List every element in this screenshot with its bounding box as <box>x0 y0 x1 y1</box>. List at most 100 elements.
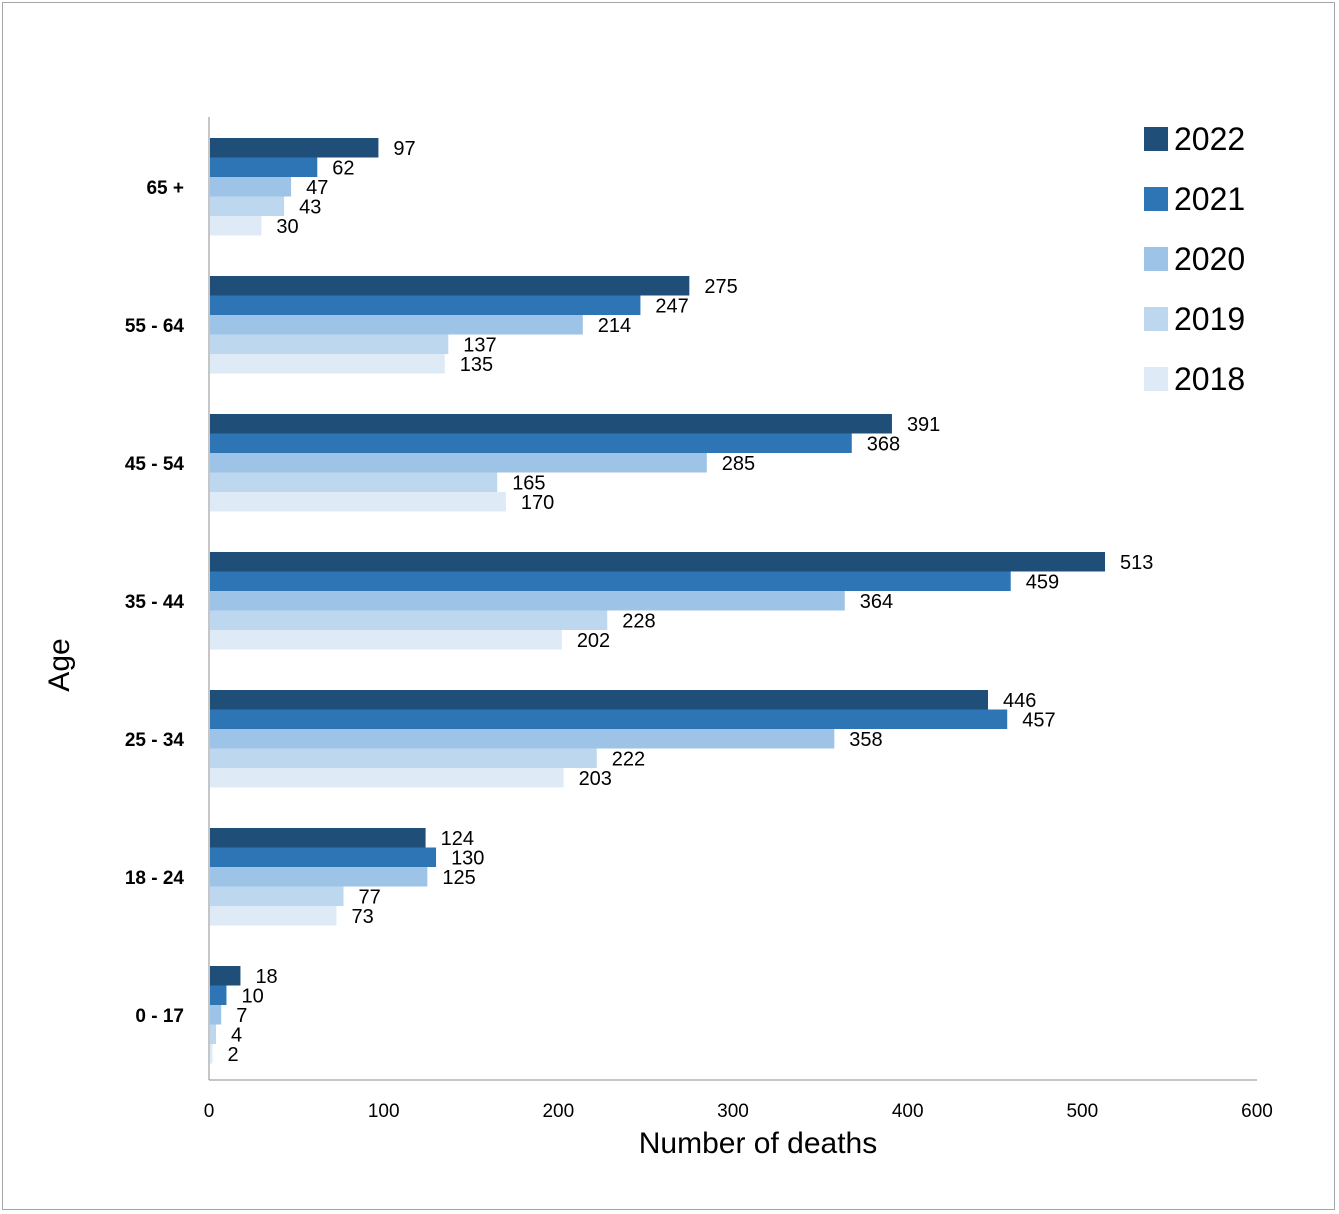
x-tick-label: 500 <box>1066 1101 1098 1122</box>
x-tick-label: 0 <box>204 1101 215 1122</box>
bar <box>210 552 1106 572</box>
data-label: 275 <box>704 276 737 298</box>
bar <box>210 966 241 986</box>
bar <box>210 1044 213 1064</box>
legend-swatch <box>1144 127 1168 151</box>
data-label: 73 <box>352 906 374 928</box>
bar <box>210 828 426 848</box>
data-label: 203 <box>579 768 612 790</box>
data-label: 202 <box>577 630 610 652</box>
bar <box>210 768 564 788</box>
data-label: 222 <box>612 748 645 770</box>
data-label: 62 <box>332 157 354 179</box>
data-labels-layer: 9762474330275247214137135391368285165170… <box>227 138 1153 1066</box>
bar <box>210 729 835 749</box>
legend-label: 2019 <box>1174 301 1245 337</box>
data-label: 459 <box>1026 571 1059 593</box>
category-label: 0 - 17 <box>135 1006 184 1027</box>
bar <box>210 690 989 710</box>
data-label: 457 <box>1022 709 1055 731</box>
x-tick-label: 200 <box>542 1101 574 1122</box>
bar <box>210 414 892 434</box>
data-label: 97 <box>393 138 415 160</box>
legend-label: 2018 <box>1174 361 1245 397</box>
data-label: 4 <box>231 1024 242 1046</box>
bar <box>210 157 318 177</box>
legend-swatch <box>1144 307 1168 331</box>
data-label: 18 <box>255 966 277 988</box>
legend-swatch <box>1144 187 1168 211</box>
data-label: 285 <box>722 453 755 475</box>
bar <box>210 295 641 315</box>
bar <box>210 334 449 354</box>
data-label: 364 <box>860 591 893 613</box>
bar <box>210 216 262 236</box>
data-label: 446 <box>1003 690 1036 712</box>
data-label: 2 <box>227 1044 238 1066</box>
bar <box>210 315 583 335</box>
legend-label: 2022 <box>1174 121 1245 157</box>
bar <box>210 571 1011 591</box>
data-label: 513 <box>1120 552 1153 574</box>
data-label: 165 <box>512 472 545 494</box>
legend-swatch <box>1144 247 1168 271</box>
category-label: 35 - 44 <box>125 592 185 613</box>
bar <box>210 472 498 492</box>
category-label: 45 - 54 <box>125 454 185 475</box>
category-label: 18 - 24 <box>125 868 185 889</box>
data-label: 43 <box>299 196 321 218</box>
data-label: 125 <box>442 867 475 889</box>
bar <box>210 886 344 906</box>
data-label: 77 <box>358 886 380 908</box>
x-tick-label: 100 <box>368 1101 400 1122</box>
data-label: 214 <box>598 315 631 337</box>
category-label: 65 + <box>146 178 184 199</box>
bar <box>210 748 597 768</box>
data-label: 130 <box>451 847 484 869</box>
data-label: 137 <box>463 334 496 356</box>
bar <box>210 591 845 611</box>
bar <box>210 1005 222 1025</box>
legend-label: 2021 <box>1174 181 1245 217</box>
x-tick-label: 300 <box>717 1101 749 1122</box>
bars-layer <box>210 138 1106 1064</box>
data-label: 391 <box>907 414 940 436</box>
data-label: 47 <box>306 177 328 199</box>
data-label: 170 <box>521 492 554 514</box>
x-tick-label: 400 <box>892 1101 924 1122</box>
bar <box>210 985 227 1005</box>
bar <box>210 196 285 216</box>
legend-swatch <box>1144 367 1168 391</box>
bar <box>210 492 506 512</box>
category-labels: 65 + 55 - 64 45 - 54 35 - 44 25 - 34 18 - 24 0… <box>125 178 185 1027</box>
bar <box>210 276 690 296</box>
data-label: 368 <box>867 433 900 455</box>
data-label: 228 <box>622 610 655 632</box>
bar <box>210 709 1008 729</box>
bar <box>210 1024 216 1044</box>
bar <box>210 138 379 158</box>
bar <box>210 433 852 453</box>
y-axis-title: Age <box>43 638 76 691</box>
data-label: 247 <box>655 295 688 317</box>
bar <box>210 177 292 197</box>
data-label: 124 <box>441 828 474 850</box>
data-label: 30 <box>276 216 298 238</box>
data-label: 10 <box>241 985 263 1007</box>
bar <box>210 630 562 650</box>
x-axis-title: Number of deaths <box>639 1127 877 1160</box>
data-label: 7 <box>236 1005 247 1027</box>
bar <box>210 867 428 887</box>
bar <box>210 906 337 926</box>
bar <box>210 847 437 867</box>
bar <box>210 354 445 374</box>
category-label: 25 - 34 <box>125 730 185 751</box>
data-label: 358 <box>849 729 882 751</box>
bar <box>210 453 707 473</box>
legend: 2022 2021 2020 2019 2018 <box>1144 121 1245 397</box>
x-tick-labels: 0 100 200 300 400 500 600 <box>204 1101 1273 1122</box>
legend-label: 2020 <box>1174 241 1245 277</box>
category-label: 55 - 64 <box>125 316 185 337</box>
bar <box>210 610 608 630</box>
